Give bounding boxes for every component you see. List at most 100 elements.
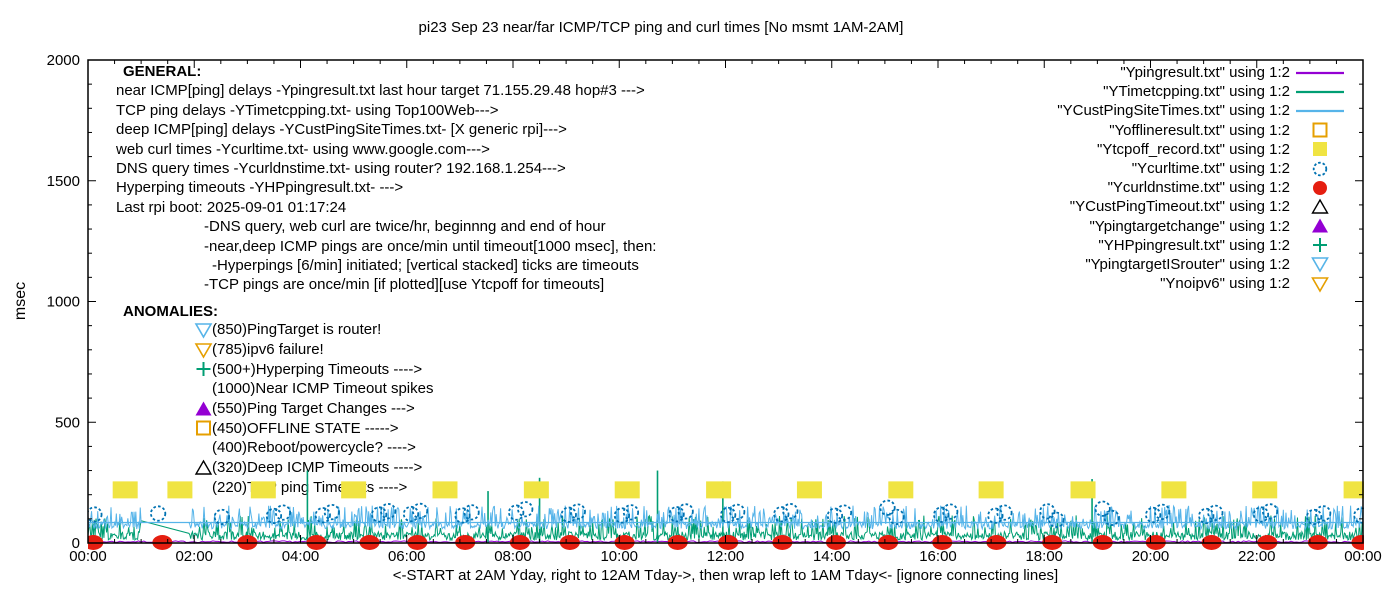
- curl-point: [1207, 504, 1224, 521]
- curl-point: [323, 503, 340, 521]
- circle-filled-icon: [1313, 180, 1327, 195]
- anomaly-item: (850)PingTarget is router!: [194, 320, 433, 340]
- anomaly-marker: [194, 341, 213, 359]
- legend: "Ypingresult.txt" using 1:2 "YTimetcpping…: [1008, 63, 1350, 293]
- curl-point: [1198, 507, 1215, 525]
- curl-point: [933, 506, 950, 523]
- curl-point: [150, 505, 167, 522]
- legend-label: "YCustPingTimeout.txt" using 1:2: [1069, 198, 1290, 216]
- curl-point: [1048, 511, 1065, 528]
- tcpoff-box: [250, 481, 276, 499]
- curl-point: [677, 503, 694, 520]
- curl-point: [1353, 507, 1364, 524]
- tcpoff-box: [167, 481, 193, 499]
- legend-item: "Ytcpoff_record.txt" using 1:2: [1008, 140, 1350, 159]
- curl-point: [1261, 503, 1279, 520]
- legend-marker: [1290, 179, 1350, 197]
- legend-marker: [1290, 198, 1350, 216]
- line-icon: [1296, 90, 1344, 93]
- legend-item: "Yofflineresult.txt" using 1:2: [1008, 121, 1350, 140]
- series-deep-icmp-line: [88, 504, 1364, 531]
- data-layer: [88, 470, 1364, 550]
- tcpoff-box: [1070, 481, 1096, 499]
- general-notes: GENERAL: near ICMP[ping] delays -Ypingre…: [116, 62, 656, 295]
- legend-label: "Ynoipv6" using 1:2: [1160, 275, 1290, 293]
- tri-up-open-icon: [1311, 198, 1329, 214]
- tri-down-open-icon: [194, 323, 213, 339]
- legend-item: "Ypingtargetchange" using 1:2: [1008, 217, 1350, 236]
- legend-label: "Ycurldnstime.txt" using 1:2: [1107, 179, 1290, 197]
- tcpoff-box: [432, 481, 458, 499]
- tcpoff-box: [796, 481, 822, 499]
- anomaly-marker: [194, 459, 213, 477]
- curl-point: [1103, 509, 1120, 526]
- legend-label: "Ypingtargetchange" using 1:2: [1089, 217, 1290, 235]
- tcpoff-box: [523, 481, 549, 499]
- square-filled-icon: [1313, 142, 1327, 157]
- tcpoff-box: [1343, 481, 1364, 499]
- curl-point: [1252, 506, 1270, 523]
- anomaly-label: (450)OFFLINE STATE ----->: [212, 419, 399, 437]
- curl-point: [380, 503, 397, 520]
- curl-point: [613, 507, 631, 524]
- x-tick-label: 12:00: [707, 548, 745, 565]
- chart-title: pi23 Sep 23 near/far ICMP/TCP ping and c…: [418, 19, 904, 36]
- square-open-icon: [196, 420, 211, 436]
- legend-item: "Ypingresult.txt" using 1:2: [1008, 63, 1350, 82]
- general-line: Hyperping timeouts -YHPpingresult.txt- -…: [116, 179, 404, 197]
- curl-point: [454, 507, 471, 524]
- legend-item: "YHPpingresult.txt" using 1:2: [1008, 236, 1350, 255]
- y-tick-label: 2000: [47, 52, 80, 69]
- legend-label: "YHPpingresult.txt" using 1:2: [1098, 236, 1290, 254]
- general-line: -DNS query, web curl are twice/hr, begin…: [204, 218, 606, 236]
- square-open-icon: [1312, 122, 1328, 138]
- curl-point: [987, 507, 1004, 524]
- anomaly-item: (450)OFFLINE STATE ----->: [195, 418, 433, 438]
- tri-down-open-icon: [1311, 276, 1329, 293]
- x-tick-label: 18:00: [1025, 548, 1063, 565]
- tri-up-open-icon: [194, 459, 213, 475]
- tcpoff-box: [614, 481, 640, 499]
- tri-up-filled-icon: [195, 401, 212, 416]
- anomaly-item: (320)Deep ICMP Timeouts ---->: [194, 458, 433, 478]
- general-line: -Hyperpings [6/min] initiated; [vertical…: [212, 257, 639, 275]
- legend-item: "Ynoipv6" using 1:2: [1008, 274, 1350, 293]
- y-tick-label: 1000: [47, 294, 80, 311]
- general-line: near ICMP[ping] delays -Ypingresult.txt …: [116, 82, 645, 100]
- curl-point: [314, 507, 331, 524]
- general-heading: GENERAL:: [123, 63, 202, 80]
- anomaly-marker: [194, 321, 213, 339]
- legend-item: "Ycurltime.txt" using 1:2: [1008, 159, 1350, 178]
- curl-point: [402, 505, 420, 523]
- curl-point: [668, 506, 685, 523]
- legend-marker: [1290, 121, 1350, 139]
- anomaly-marker: [195, 400, 212, 418]
- curl-point: [1154, 503, 1171, 520]
- legend-label: "Ycurltime.txt" using 1:2: [1131, 160, 1290, 178]
- curl-point: [508, 504, 525, 521]
- anomaly-label: (320)Deep ICMP Timeouts ---->: [212, 459, 423, 477]
- anomaly-label: (785)ipv6 failure!: [212, 341, 324, 359]
- x-tick-label: 02:00: [175, 548, 213, 565]
- tcpoff-box: [112, 481, 138, 499]
- tri-up-filled-icon: [1312, 218, 1328, 233]
- curl-point: [463, 504, 480, 521]
- legend-label: "YpingtargetISrouter" using 1:2: [1085, 255, 1290, 273]
- y-tick-label: 1500: [47, 173, 80, 190]
- curl-point: [569, 503, 586, 520]
- x-tick-label: 22:00: [1238, 548, 1276, 565]
- curl-point: [782, 503, 799, 520]
- legend-marker: [1290, 83, 1350, 101]
- legend-item: "Ycurldnstime.txt" using 1:2: [1008, 178, 1350, 197]
- anomaly-marker: [195, 360, 212, 378]
- legend-marker: [1290, 255, 1350, 274]
- plus-icon: [196, 362, 211, 377]
- general-line: Last rpi boot: 2025-09-01 01:17:24: [116, 198, 347, 216]
- x-tick-label: 08:00: [494, 548, 532, 565]
- anomaly-item: (785)ipv6 failure!: [194, 340, 433, 360]
- tcpoff-box: [1161, 481, 1187, 499]
- legend-label: "Yofflineresult.txt" using 1:2: [1109, 121, 1290, 139]
- general-line: DNS query times -Ycurldnstime.txt- using…: [116, 160, 566, 178]
- legend-marker: [1290, 140, 1350, 158]
